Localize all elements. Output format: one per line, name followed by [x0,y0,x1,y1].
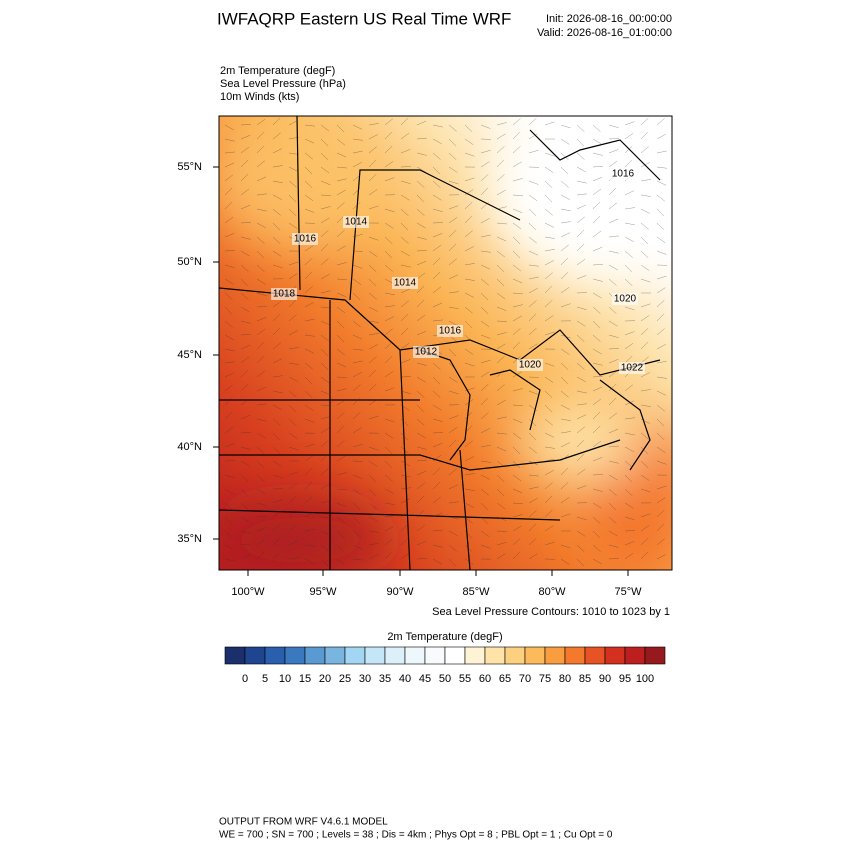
colorbar-box [405,647,425,664]
colorbar-box [525,647,545,664]
colorbar-box [645,647,665,664]
field-label: Sea Level Pressure (hPa) [220,78,346,90]
colorbar-box [305,647,325,664]
lat-tick-label: 55°N [177,161,202,173]
lat-tick-label: 45°N [177,349,202,361]
colorbar-box [465,647,485,664]
colorbar-box [505,647,525,664]
colorbar-label: 15 [299,673,311,685]
colorbar-label: 5 [262,673,268,685]
colorbar-box [565,647,585,664]
contour-label: 1014 [394,278,417,289]
valid-time: Valid: 2026-08-16_01:00:00 [537,27,672,39]
colorbar-box [285,647,305,664]
footer: OUTPUT FROM WRF V4.6.1 MODEL [219,817,388,828]
colorbar-box [245,647,265,664]
colorbar-label: 30 [359,673,371,685]
colorbar-label: 45 [419,673,431,685]
lon-tick-label: 75°W [614,586,642,598]
colorbar-label: 25 [339,673,351,685]
lat-tick-label: 35°N [177,533,202,545]
field-label: 2m Temperature (degF) [220,65,335,77]
lon-tick-label: 100°W [231,586,265,598]
field-label: 10m Winds (kts) [220,91,299,103]
colorbar-label: 65 [499,673,511,685]
colorbar-label: 85 [579,673,591,685]
colorbar-label: 50 [439,673,451,685]
lon-tick-label: 90°W [386,586,414,598]
colorbar-box [425,647,445,664]
colorbar-label: 80 [559,673,571,685]
colorbar-box [605,647,625,664]
colorbar-label: 10 [279,673,291,685]
contour-label: 1018 [273,289,296,300]
title: IWFAQRP Eastern US Real Time WRF [217,9,511,28]
colorbar-label: 100 [636,673,654,685]
contour-label: 1022 [621,363,644,374]
colorbar-label: 55 [459,673,471,685]
colorbar-title: 2m Temperature (degF) [387,631,502,643]
contour-label: 1016 [612,169,635,180]
lon-tick-label: 80°W [538,586,566,598]
colorbar-box [225,647,245,664]
colorbar-label: 60 [479,673,491,685]
colorbar-box [485,647,505,664]
lon-tick-label: 85°W [462,586,490,598]
init-time: Init: 2026-08-16_00:00:00 [546,13,672,25]
lat-tick-label: 50°N [177,256,202,268]
colorbar-label: 90 [599,673,611,685]
colorbar-label: 35 [379,673,391,685]
colorbar-label: 20 [319,673,331,685]
lat-tick-label: 40°N [177,441,202,453]
colorbar-box [265,647,285,664]
colorbar-box [445,647,465,664]
lon-tick-label: 95°W [309,586,337,598]
colorbar-box [365,647,385,664]
colorbar-box [385,647,405,664]
colorbar-label: 95 [619,673,631,685]
contour-label: 1014 [345,217,368,228]
colorbar-box [585,647,605,664]
contour-label: 1016 [294,234,317,245]
colorbar-box [325,647,345,664]
colorbar-label: 40 [399,673,411,685]
colorbar-box [345,647,365,664]
contour-label: 1020 [519,360,542,371]
colorbar-label: 0 [242,673,248,685]
contour-label: 1020 [614,294,637,305]
colorbar-label: 75 [539,673,551,685]
contour-note: Sea Level Pressure Contours: 1010 to 102… [432,606,670,618]
colorbar-box [545,647,565,664]
contour-label: 1016 [439,326,462,337]
contour-label: 1012 [415,347,438,358]
colorbar-label: 70 [519,673,531,685]
footer: WE = 700 ; SN = 700 ; Levels = 38 ; Dis … [219,830,613,841]
colorbar-box [625,647,645,664]
